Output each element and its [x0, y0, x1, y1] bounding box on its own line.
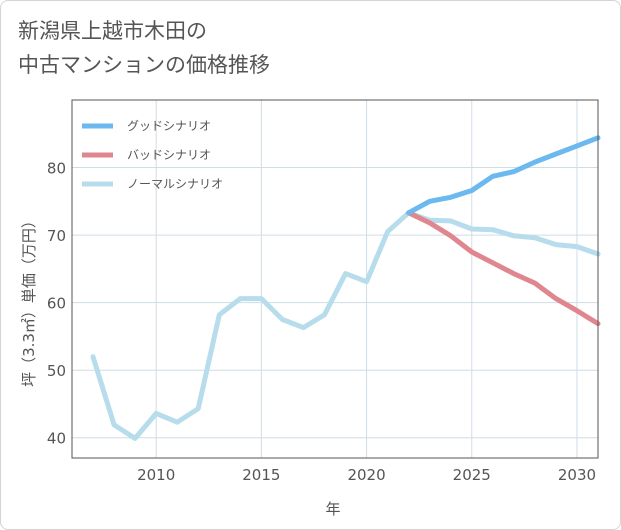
- y-tick-label-60: 60: [47, 295, 66, 313]
- x-tick-label-2020: 2020: [347, 466, 385, 484]
- y-tick-label-70: 70: [47, 227, 66, 245]
- x-axis-label: 年: [325, 500, 340, 518]
- legend-label-1: バッドシナリオ: [127, 148, 211, 162]
- chart-title-line-1: 新潟県上越市木田の: [18, 19, 207, 43]
- x-tick-label-2030: 2030: [558, 466, 596, 484]
- x-tick-label-2015: 2015: [242, 466, 280, 484]
- y-tick-label-40: 40: [47, 430, 66, 448]
- series-line-0: [406, 135, 601, 216]
- legend-label-0: グッドシナリオ: [127, 119, 211, 133]
- x-tick-label-2010: 2010: [137, 466, 175, 484]
- x-tick-label-2025: 2025: [453, 466, 491, 484]
- chart-title: 新潟県上越市木田の 中古マンションの価格推移: [18, 14, 270, 82]
- series-layer: [90, 135, 601, 441]
- tick-labels: 2010 2015 2020 2025 2030 40 50 60 70 80: [47, 160, 596, 484]
- legend-label-2: ノーマルシナリオ: [127, 177, 223, 191]
- y-tick-label-50: 50: [47, 362, 66, 380]
- y-axis-label: 坪（3.3㎡）単価（万円）: [20, 213, 38, 387]
- series-line-1: [406, 210, 601, 327]
- y-tick-label-80: 80: [47, 160, 66, 178]
- series-line-2: [90, 210, 601, 441]
- chart-title-line-2: 中古マンションの価格推移: [18, 53, 270, 77]
- plot-frame: [71, 99, 599, 459]
